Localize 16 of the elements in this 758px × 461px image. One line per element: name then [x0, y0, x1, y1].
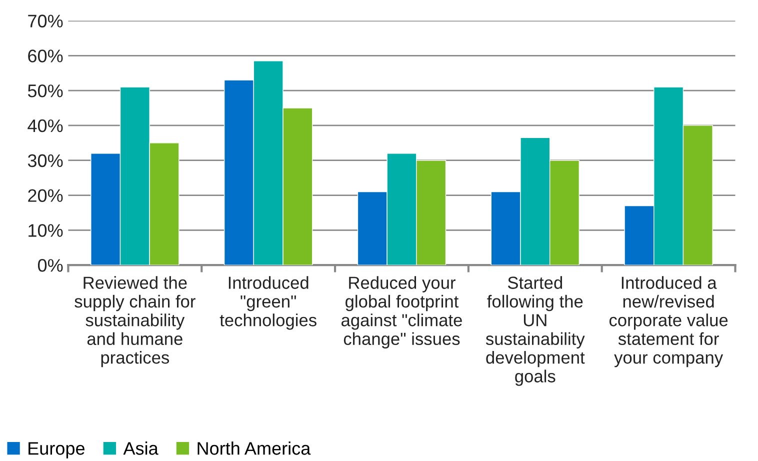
x-tick-label: Started following the UN sustainability development goals	[486, 276, 585, 386]
y-tick-label: 20%	[28, 189, 63, 202]
y-tick-label: 40%	[28, 119, 63, 132]
x-tick-label: Introduced a new/revised corporate value statement for your company	[609, 276, 728, 368]
legend-label: North America	[198, 442, 311, 455]
y-tick-label: 70%	[28, 14, 63, 28]
x-tick-label: Reduced your global footprint against "climate change" issues	[342, 276, 462, 348]
x-tick-label: Reviewed the supply chain for sustainability and humane practices	[74, 276, 196, 368]
legend-label: Asia	[123, 442, 158, 455]
y-tick-label: 50%	[28, 84, 63, 98]
x-tick-label: Introduced "green" technologies	[220, 276, 316, 330]
legend-label: Europe	[28, 442, 85, 458]
y-tick-label: 0%	[38, 259, 63, 272]
y-tick-label: 10%	[28, 224, 63, 237]
y-tick-label: 60%	[28, 50, 63, 62]
y-tick-label: 30%	[28, 154, 63, 168]
